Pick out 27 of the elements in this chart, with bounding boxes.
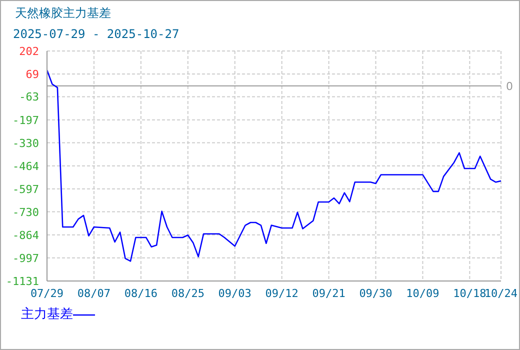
y-tick-label: -730 xyxy=(12,206,39,219)
x-tick-label: 09/03 xyxy=(218,286,252,300)
chart-subtitle: 2025-07-29 - 2025-10-27 xyxy=(13,27,180,41)
y-tick-label: -63 xyxy=(19,90,39,104)
x-tick-label: 10/18 xyxy=(453,286,486,300)
x-tick-label: 09/12 xyxy=(265,286,298,300)
x-tick-label: 08/07 xyxy=(77,286,111,300)
y-tick-label: -1131 xyxy=(6,275,39,288)
y-tick-label: -864 xyxy=(12,228,40,242)
x-tick-label: 09/30 xyxy=(359,286,392,300)
x-tick-label: 08/25 xyxy=(171,286,204,300)
y-tick-label: -997 xyxy=(12,252,39,265)
y-tick-label: -597 xyxy=(12,182,39,196)
y-tick-label: -330 xyxy=(12,136,39,150)
y-tick-label: 69 xyxy=(26,68,39,81)
y-tick-label: -464 xyxy=(12,160,40,173)
ref-line-label: 0 xyxy=(506,80,513,93)
legend-label: 主力基差 xyxy=(21,306,74,323)
y-tick-label: -197 xyxy=(12,114,39,127)
x-tick-label: 09/21 xyxy=(312,286,346,300)
y-tick-label: 202 xyxy=(19,45,39,58)
x-tick-label: 08/16 xyxy=(124,286,158,300)
x-tick-label: 07/29 xyxy=(30,286,64,300)
x-tick-label: 10/24 xyxy=(484,286,518,300)
line-series xyxy=(47,70,501,262)
chart-title: 天然橡胶主力基差 xyxy=(15,5,111,22)
x-tick-label: 10/09 xyxy=(406,286,440,300)
